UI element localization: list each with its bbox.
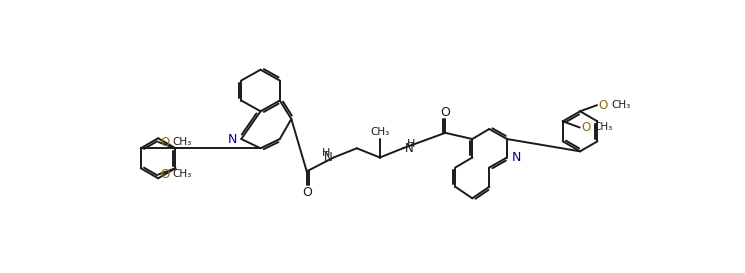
Text: O: O [302, 186, 311, 199]
Text: CH₃: CH₃ [594, 123, 613, 132]
Text: O: O [581, 121, 591, 134]
Text: O: O [598, 99, 608, 112]
Text: CH₃: CH₃ [611, 100, 630, 110]
Text: CH₃: CH₃ [172, 170, 191, 179]
Text: O: O [440, 106, 450, 118]
Text: N: N [323, 151, 332, 164]
Text: CH₃: CH₃ [370, 127, 390, 137]
Text: H: H [321, 148, 330, 158]
Text: N: N [512, 151, 521, 164]
Text: N: N [405, 142, 413, 155]
Text: N: N [227, 132, 237, 146]
Text: CH₃: CH₃ [172, 137, 191, 147]
Text: O: O [160, 136, 169, 149]
Text: H: H [407, 139, 415, 149]
Text: O: O [160, 168, 169, 181]
